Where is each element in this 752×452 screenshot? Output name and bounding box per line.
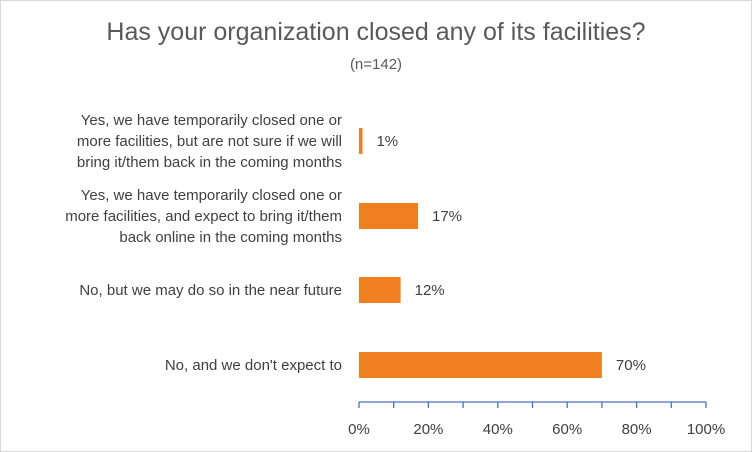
bar-chart: 1% Yes, we have temporarily closed one or… <box>0 0 752 452</box>
category-label-1-line-0: Yes, we have temporarily closed one or <box>81 187 342 204</box>
x-tick-label-3: 60% <box>552 421 582 438</box>
bar-1 <box>359 203 418 229</box>
bar-0 <box>359 128 362 154</box>
category-label-1-line-2: back online in the coming months <box>119 229 342 246</box>
data-label-2: 12% <box>415 282 445 299</box>
bar-2 <box>359 277 401 303</box>
data-label-3: 70% <box>616 357 646 374</box>
category-label-2-line-0: No, but we may do so in the near future <box>79 282 342 299</box>
x-tick-label-4: 80% <box>622 421 652 438</box>
data-label-1: 17% <box>432 208 462 225</box>
category-label-0-line-2: bring it/them back in the coming months <box>77 154 342 171</box>
x-tick-label-1: 20% <box>413 421 443 438</box>
x-tick-label-5: 100% <box>687 421 725 438</box>
category-label-0-line-0: Yes, we have temporarily closed one or <box>81 112 342 129</box>
x-tick-label-0: 0% <box>348 421 370 438</box>
bar-3 <box>359 352 602 378</box>
category-label-3-line-0: No, and we don't expect to <box>165 357 342 374</box>
category-label-1-line-1: more facilities, and expect to bring it/… <box>65 208 342 225</box>
x-tick-label-2: 40% <box>483 421 513 438</box>
category-label-0-line-1: more facilities, but are not sure if we … <box>77 133 342 150</box>
data-label-0: 1% <box>376 133 398 150</box>
